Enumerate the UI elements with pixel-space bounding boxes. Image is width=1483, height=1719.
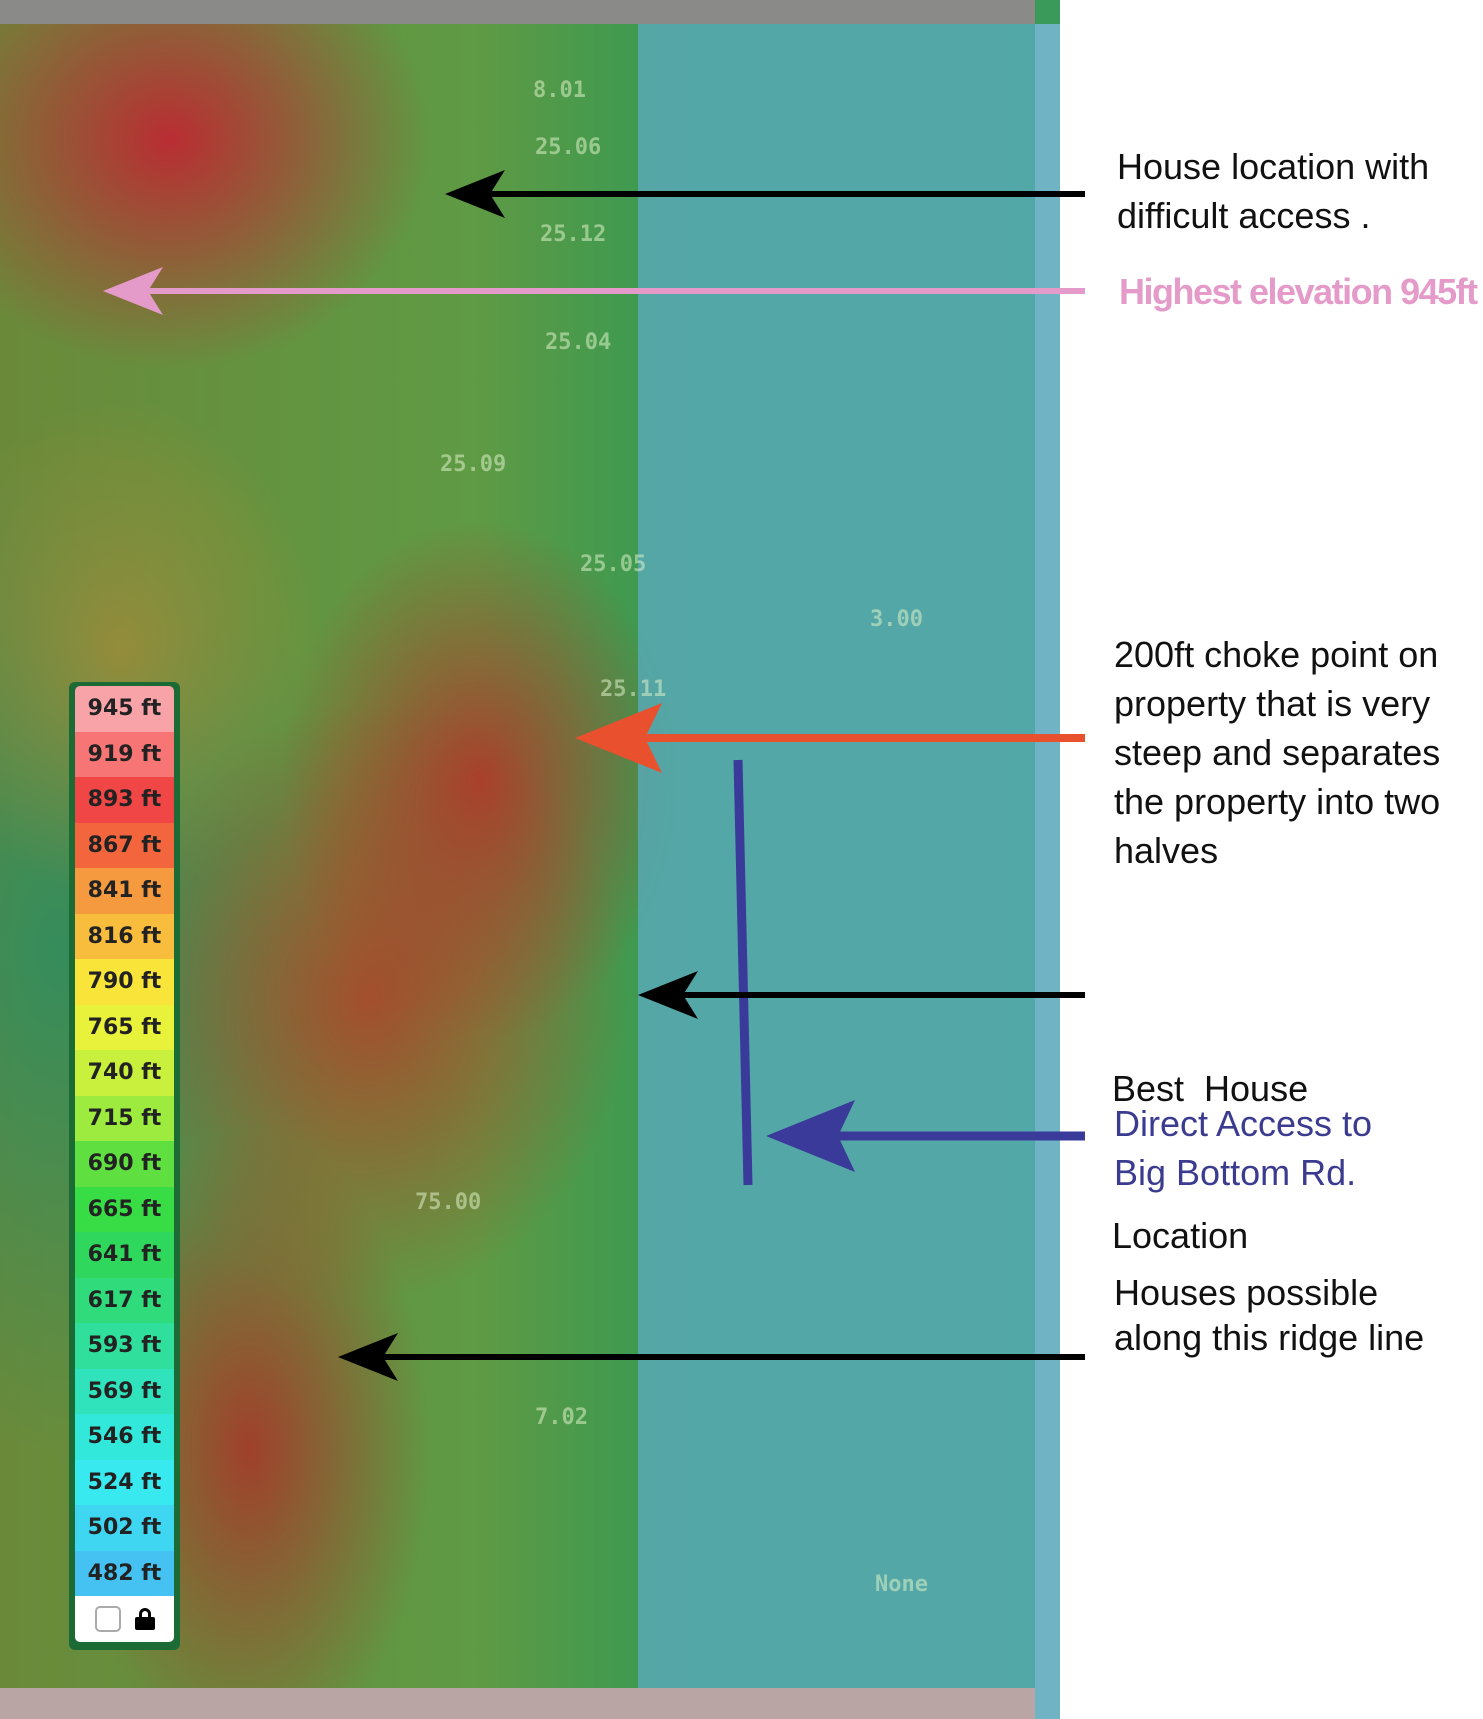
note-line: Houses possible [1114,1272,1379,1313]
note-line: property that is very [1114,683,1431,724]
note-line: the property into two [1114,781,1441,822]
note-line: along this ridge line [1114,1317,1425,1358]
elevation-legend: 945 ft 919 ft 893 ft 867 ft 841 ft 816 ft 790 … [69,682,180,1650]
arrow-house-difficult [445,170,1085,218]
legend-item: 482 ft [75,1550,174,1596]
parcel-label: 25.12 [540,222,607,247]
parcel-label: 25.06 [535,135,602,160]
legend-item: 569 ft [75,1368,174,1414]
parcel-label: None [875,1572,928,1597]
parcel-label: 8.01 [533,78,586,103]
water-overlay [638,24,1060,1719]
parcel-label: 25.05 [580,552,647,577]
note-direct-access: Direct Access to Big Bottom Rd. [1114,1099,1372,1197]
arrow-ridge-line [338,1333,1085,1381]
parcel-label: 25.09 [440,452,507,477]
note-line: House location with [1117,146,1430,187]
legend-item: 502 ft [75,1505,174,1551]
arrow-choke-point [575,703,1085,773]
lock-icon[interactable] [134,1608,155,1630]
arrow-direct-access [766,1100,1085,1172]
parcel-label: 25.04 [545,330,612,355]
legend-item: 816 ft [75,913,174,959]
legend-item: 665 ft [75,1186,174,1232]
legend-item: 867 ft [75,822,174,868]
legend-item: 715 ft [75,1095,174,1141]
legend-item: 641 ft [75,1232,174,1278]
note-line: Direct Access to [1114,1103,1373,1144]
note-highest-elevation: Highest elevation 945ft [1119,271,1478,312]
note-line: 200ft choke point on [1114,634,1439,675]
arrow-best-house [638,971,1085,1019]
legend-item: 593 ft [75,1323,174,1369]
note-line: difficult access . [1117,195,1371,236]
arrow-highest-elevation [103,267,1085,315]
legend-footer [75,1596,174,1642]
map-bottom-strip [0,1688,1035,1719]
legend-item: 919 ft [75,731,174,777]
legend-checkbox[interactable] [94,1606,121,1632]
legend-item: 690 ft [75,1141,174,1187]
legend-item: 524 ft [75,1459,174,1505]
legend-item: 841 ft [75,868,174,914]
note-best-house: Best House Location [1112,966,1308,1309]
parcel-label: 3.00 [870,607,923,632]
note-ridge-line: Houses possible along this ridge line [1114,1270,1424,1360]
note-choke-point: 200ft choke point on property that is ve… [1114,630,1440,875]
legend-item: 945 ft [75,686,174,732]
note-line: Big Bottom Rd. [1114,1152,1357,1193]
note-line: Best House [1112,1068,1309,1109]
water-edge [1035,24,1060,1719]
map-top-strip [0,0,1035,24]
note-line: halves [1114,830,1219,871]
legend-item: 790 ft [75,959,174,1005]
legend-item: 617 ft [75,1277,174,1323]
note-house-difficult: House location with difficult access . [1117,142,1429,240]
legend-item: 765 ft [75,1004,174,1050]
note-line: Location [1112,1215,1249,1256]
legend-item: 546 ft [75,1414,174,1460]
legend-item: 893 ft [75,777,174,823]
access-line [733,759,753,1186]
parcel-label: 25.11 [600,677,667,702]
legend-item: 740 ft [75,1050,174,1096]
note-line: steep and separates [1114,732,1441,773]
parcel-label: 7.02 [535,1405,588,1430]
parcel-label: 75.00 [415,1190,482,1215]
